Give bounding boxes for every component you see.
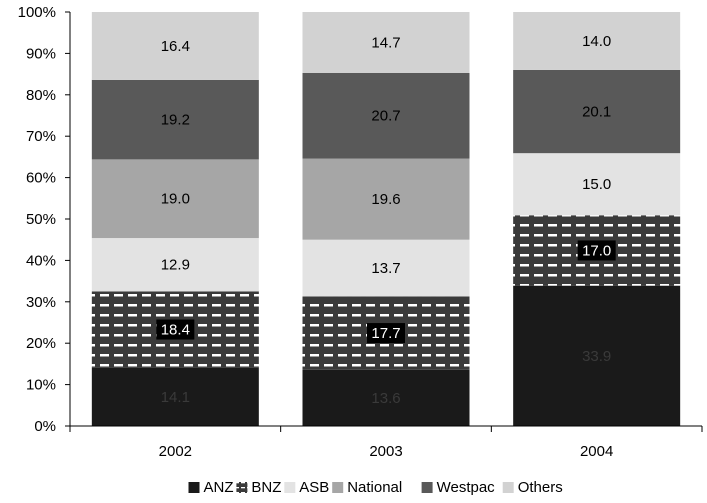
legend-label: ANZ <box>204 479 234 496</box>
x-tick-label: 2002 <box>159 443 192 460</box>
y-tick-label: 30% <box>26 294 56 311</box>
data-label: 14.1 <box>161 389 190 406</box>
data-label: 17.0 <box>582 242 611 259</box>
legend-swatch-asb <box>284 482 296 493</box>
data-label: 19.2 <box>161 112 190 129</box>
bar-segment-others <box>513 12 681 70</box>
bar-segment-others <box>302 12 470 73</box>
y-tick-label: 60% <box>26 170 56 187</box>
y-tick-label: 80% <box>26 87 56 104</box>
data-label-box <box>577 240 616 261</box>
legend-label: BNZ <box>251 479 281 496</box>
y-tick-label: 40% <box>26 252 56 269</box>
data-label: 19.0 <box>161 191 190 208</box>
legend: ANZ BNZ ASB National Westpac Others <box>188 479 563 496</box>
x-tick-label: 2004 <box>580 443 613 460</box>
data-label: 13.6 <box>371 390 400 407</box>
data-label: 16.4 <box>161 38 190 55</box>
legend-label: National <box>347 479 402 496</box>
legend-label: Others <box>518 479 563 496</box>
y-tick-label: 50% <box>26 211 56 228</box>
bar-segment-asb <box>91 238 259 292</box>
bar-segment-anz <box>91 367 259 426</box>
y-tick-label: 10% <box>26 377 56 394</box>
data-label: 33.9 <box>582 348 611 365</box>
data-label-box <box>367 323 405 344</box>
bar-segment-asb <box>513 153 681 216</box>
bar-segment-national <box>302 158 470 240</box>
bar-segment-asb <box>302 239 470 297</box>
y-tick-label: 20% <box>26 335 56 352</box>
data-label: 13.7 <box>371 260 400 277</box>
data-label: 17.7 <box>371 325 400 342</box>
data-label: 14.7 <box>371 34 400 51</box>
legend-swatch-national <box>332 482 344 493</box>
data-label: 14.0 <box>582 33 611 50</box>
bar-segment-westpac <box>302 72 470 159</box>
data-label: 18.4 <box>161 322 190 339</box>
legend-swatch-bnz <box>236 482 248 493</box>
data-label: 20.7 <box>371 108 400 125</box>
x-tick-label: 2003 <box>369 443 402 460</box>
data-label: 20.1 <box>582 104 611 121</box>
bar-segment-westpac <box>513 69 681 154</box>
legend-swatch-westpac <box>421 482 433 493</box>
legend-label: Westpac <box>437 479 496 496</box>
y-tick-label: 100% <box>18 4 56 21</box>
legend-label: ASB <box>299 479 329 496</box>
legend-swatch-anz <box>188 482 200 493</box>
plot-area: 14.1 18.4 12.9 19.0 19.2 16.4 13.6 17.7 13.7 19.6… <box>91 12 681 426</box>
data-label: 15.0 <box>582 176 611 193</box>
legend-swatch-others <box>502 482 514 493</box>
y-tick-label: 0% <box>34 418 56 435</box>
bar-segment-anz <box>513 285 681 426</box>
data-label: 19.6 <box>371 191 400 208</box>
bar-segment-westpac <box>91 79 259 160</box>
bar-segment-anz <box>302 369 470 426</box>
bar-segment-others <box>91 12 259 80</box>
y-tick-label: 70% <box>26 128 56 145</box>
y-axis: 0% 10% 20% 30% 40% 50% 60% 70% 80% 90% 100% <box>18 4 71 435</box>
y-tick-label: 90% <box>26 45 56 62</box>
data-label-box <box>156 319 195 340</box>
x-axis: 2002 2003 2004 <box>69 425 703 460</box>
data-label: 12.9 <box>161 257 190 274</box>
bar-segment-national <box>91 159 259 239</box>
